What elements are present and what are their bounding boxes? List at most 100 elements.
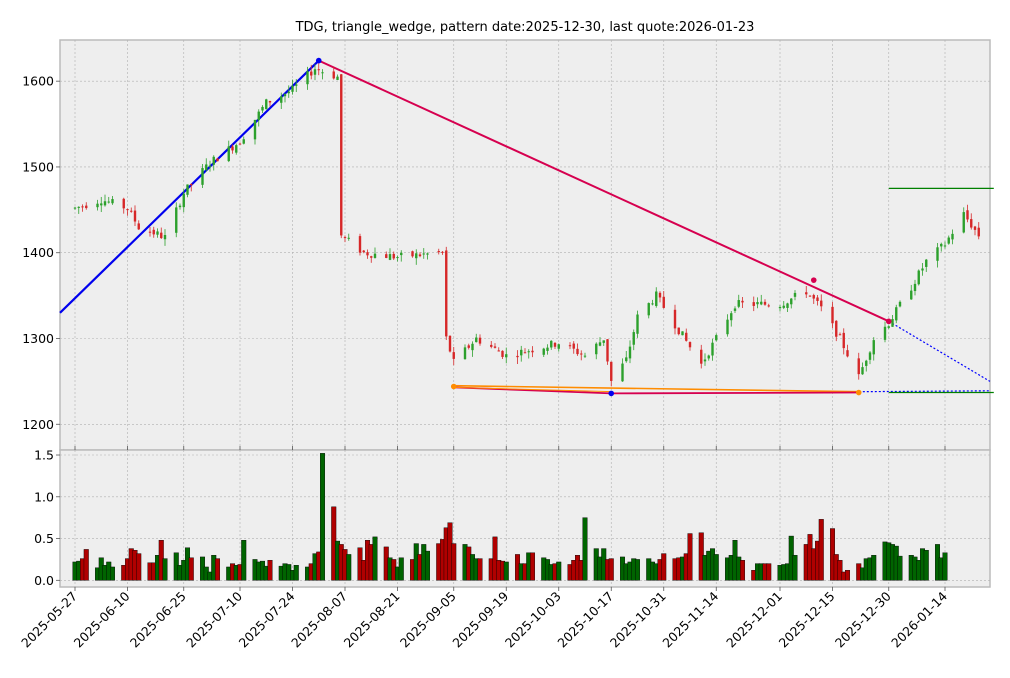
candle-body: [531, 350, 534, 353]
pattern-marker: [315, 57, 322, 64]
candle-body: [576, 348, 579, 355]
candle-body: [317, 69, 320, 71]
volume-bar: [661, 553, 667, 581]
candle-body: [546, 347, 549, 351]
candle-body: [133, 210, 137, 222]
candle-body: [201, 168, 204, 185]
volume-bar: [556, 561, 562, 581]
support-aux-line: [453, 386, 612, 393]
candle-body: [925, 259, 928, 267]
candle-body: [658, 292, 662, 298]
candle-body: [343, 237, 347, 239]
candle-body: [703, 359, 707, 362]
price-panel-background: [59, 39, 991, 451]
candle-body: [846, 350, 849, 357]
volume-y-tick-label: 0.0: [34, 573, 54, 588]
candle-body: [580, 353, 583, 355]
candle-body: [212, 156, 215, 165]
volume-bar: [162, 558, 168, 581]
candle-body: [415, 253, 418, 259]
volume-bar: [109, 566, 115, 581]
candle-body: [741, 300, 744, 303]
price-y-tick-label: 1400: [22, 245, 54, 260]
candle-body: [681, 331, 684, 336]
volume-bar: [267, 560, 273, 581]
volume-bar: [766, 563, 772, 581]
candle-body: [973, 226, 977, 230]
candle-body: [711, 342, 714, 356]
candle-body: [392, 253, 395, 259]
candle-body: [782, 305, 785, 308]
candle-body: [373, 253, 377, 258]
candle-body: [231, 146, 234, 151]
candle-body: [977, 227, 980, 237]
candle-body: [883, 326, 887, 340]
candle-body: [306, 71, 309, 85]
candle-body: [621, 363, 624, 382]
candle-body: [970, 219, 973, 228]
candle-body: [178, 205, 182, 208]
price-y-tick-label: 1200: [22, 417, 54, 432]
candle-body: [452, 352, 455, 359]
candle-body: [467, 345, 470, 348]
candle-body: [808, 295, 812, 297]
candle-body: [688, 342, 692, 348]
candle-body: [516, 355, 519, 358]
candle-body: [861, 367, 864, 375]
candle-body: [760, 301, 763, 305]
support-upper-line: [453, 384, 859, 393]
candle-body: [505, 354, 508, 358]
candle-body: [707, 355, 710, 359]
candle-body: [527, 351, 530, 353]
candle-body: [891, 319, 894, 327]
volume-bar: [188, 557, 194, 581]
volume-bar: [923, 550, 929, 581]
candle-body: [107, 201, 110, 203]
candle-body: [497, 350, 500, 352]
candle-body: [966, 210, 969, 220]
volume-bar: [136, 553, 142, 581]
candle-body: [448, 335, 452, 352]
candle-body: [238, 143, 242, 145]
volume-bar: [241, 540, 247, 581]
candle-body: [137, 223, 140, 230]
chart-title: TDG, triangle_wedge, pattern date:2025-1…: [295, 20, 755, 35]
candle-body: [437, 251, 440, 253]
candle-body: [388, 254, 392, 260]
pattern-markers: [315, 57, 892, 397]
candle-body: [726, 319, 729, 335]
candle-body: [598, 342, 602, 346]
volume-bar: [740, 560, 746, 581]
volume-bar: [871, 555, 877, 581]
candle-body: [205, 164, 208, 170]
candle-body: [362, 250, 365, 253]
candle-body: [662, 296, 665, 308]
candle-body: [857, 358, 860, 375]
x-tick-label: 2025-12-30: [832, 588, 894, 650]
uptrend-line: [59, 59, 320, 314]
candle-body: [160, 232, 163, 239]
candle-body: [478, 337, 482, 344]
candle-body: [321, 72, 324, 74]
candle-body: [778, 307, 782, 309]
candle-body: [673, 309, 677, 329]
candle-body: [550, 340, 553, 348]
volume-bars: [72, 453, 948, 581]
volume-bar: [837, 560, 843, 581]
candle-body: [261, 106, 264, 111]
candle-body: [422, 253, 425, 255]
candle-body: [156, 231, 159, 235]
candle-body: [943, 245, 947, 247]
candle-body: [490, 344, 493, 347]
volume-bar: [398, 557, 404, 581]
candle-body: [523, 352, 527, 354]
candle-body: [568, 345, 572, 347]
candle-body: [310, 71, 313, 76]
candle-body: [370, 256, 373, 258]
candle-body: [951, 233, 954, 240]
volume-bar: [477, 558, 483, 581]
candle-body: [257, 111, 260, 121]
candle-body: [340, 74, 343, 236]
candle-body: [235, 145, 238, 153]
